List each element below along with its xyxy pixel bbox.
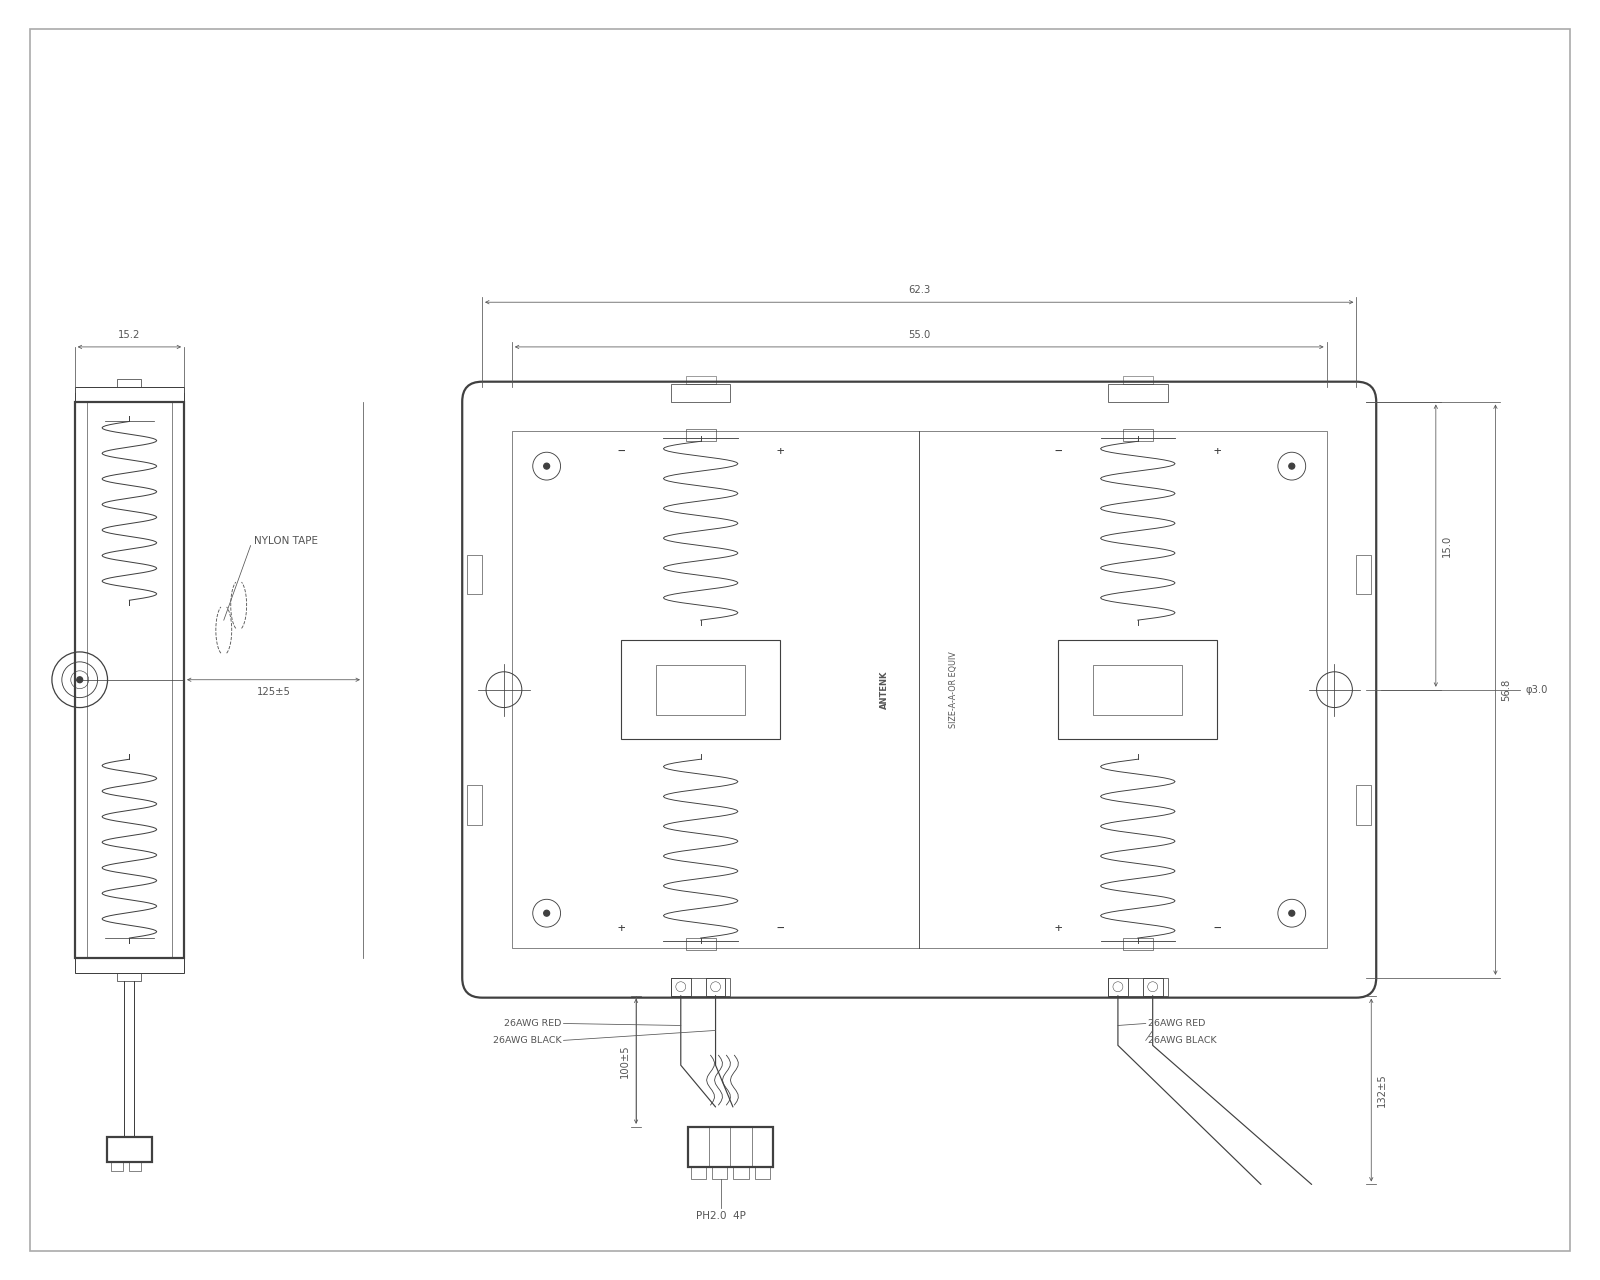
Text: 15.2: 15.2 xyxy=(118,330,141,340)
Text: 26AWG BLACK: 26AWG BLACK xyxy=(493,1036,562,1044)
Bar xyxy=(117,379,141,387)
Text: +: + xyxy=(1213,444,1221,458)
Bar xyxy=(621,640,781,740)
Text: +: + xyxy=(776,444,784,458)
Text: φ3.0: φ3.0 xyxy=(1525,685,1547,695)
Bar xyxy=(467,785,482,824)
Bar xyxy=(75,402,184,957)
Bar xyxy=(686,429,715,442)
Text: NYLON TAPE: NYLON TAPE xyxy=(253,535,317,545)
Bar xyxy=(1107,978,1128,996)
Text: 26AWG RED: 26AWG RED xyxy=(1147,1019,1205,1028)
Bar xyxy=(670,384,731,402)
Bar xyxy=(1123,376,1152,384)
Bar xyxy=(755,1166,770,1179)
Bar xyxy=(656,664,746,714)
Bar xyxy=(117,973,141,980)
Bar xyxy=(1123,429,1152,442)
Bar xyxy=(512,431,1326,948)
Bar xyxy=(712,1166,728,1179)
Text: +: + xyxy=(1054,922,1062,934)
Bar xyxy=(706,978,725,996)
Bar xyxy=(1107,384,1168,402)
Bar xyxy=(1058,640,1218,740)
Text: −: − xyxy=(776,922,784,934)
Text: 62.3: 62.3 xyxy=(909,285,930,296)
Text: SIZE-A-A-OR EQUIV: SIZE-A-A-OR EQUIV xyxy=(949,652,958,728)
Bar xyxy=(110,1161,123,1170)
Bar xyxy=(1123,938,1152,950)
Text: 26AWG BLACK: 26AWG BLACK xyxy=(1147,1036,1216,1044)
Circle shape xyxy=(1288,910,1294,916)
Circle shape xyxy=(544,910,550,916)
Bar xyxy=(1107,978,1168,996)
Bar xyxy=(130,1161,141,1170)
Bar xyxy=(686,376,715,384)
Bar xyxy=(1093,664,1182,714)
Bar xyxy=(691,1166,706,1179)
Bar xyxy=(686,938,715,950)
Bar xyxy=(107,1137,152,1161)
Bar xyxy=(75,387,184,402)
Text: 132±5: 132±5 xyxy=(1378,1073,1387,1107)
Circle shape xyxy=(544,463,550,468)
Text: 15.0: 15.0 xyxy=(1442,535,1451,557)
Bar xyxy=(733,1166,749,1179)
Bar xyxy=(75,957,184,973)
Circle shape xyxy=(77,677,83,682)
Bar xyxy=(1142,978,1163,996)
Bar xyxy=(467,554,482,594)
Text: PH2.0  4P: PH2.0 4P xyxy=(696,1211,746,1221)
Bar xyxy=(1357,554,1371,594)
Bar xyxy=(670,978,691,996)
Text: +: + xyxy=(618,922,626,934)
Text: −: − xyxy=(618,444,626,458)
Text: 125±5: 125±5 xyxy=(256,686,290,696)
Bar xyxy=(1357,785,1371,824)
Text: 26AWG RED: 26AWG RED xyxy=(504,1019,562,1028)
Bar xyxy=(688,1126,773,1166)
Bar xyxy=(670,978,731,996)
Text: 100±5: 100±5 xyxy=(621,1044,630,1078)
Text: 56.8: 56.8 xyxy=(1501,678,1512,700)
Text: ANTENK: ANTENK xyxy=(880,671,890,709)
Text: −: − xyxy=(1213,922,1221,934)
Circle shape xyxy=(1288,463,1294,468)
Text: −: − xyxy=(1054,444,1062,458)
Text: 55.0: 55.0 xyxy=(909,330,930,340)
